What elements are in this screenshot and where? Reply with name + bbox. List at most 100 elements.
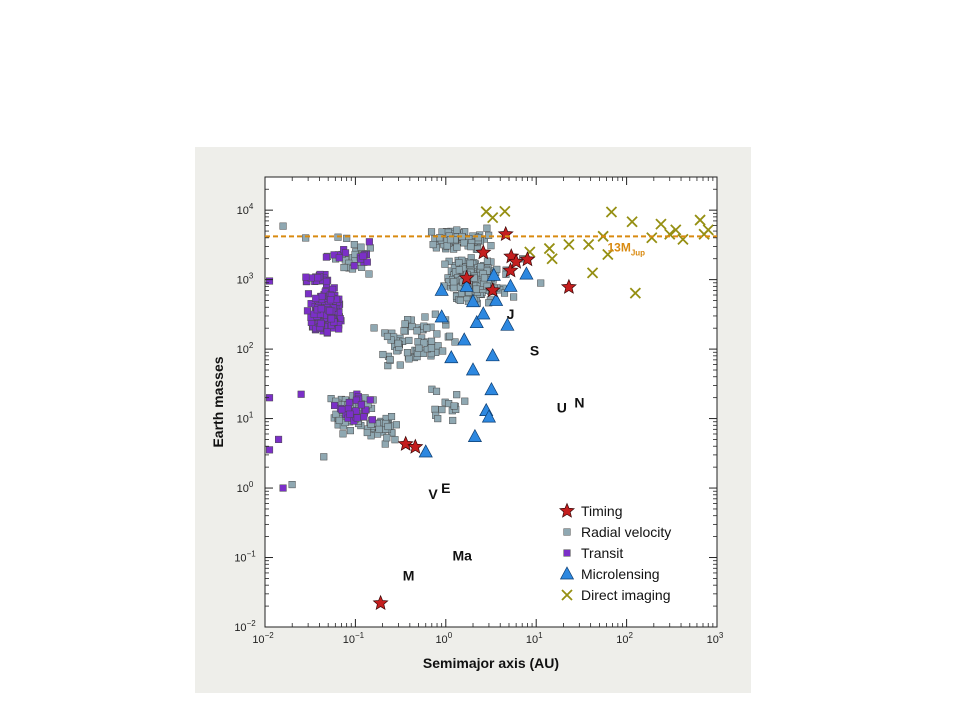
- radial-velocity-point: [335, 416, 343, 425]
- x-tick-label: 101: [526, 631, 543, 646]
- radial-velocity-point: [429, 241, 437, 249]
- radial-velocity-point: [279, 222, 287, 230]
- y-tick-label: 10−1: [234, 550, 256, 565]
- transit-point: [350, 262, 358, 270]
- radial-velocity-point: [432, 387, 441, 395]
- microlensing-point: [476, 306, 491, 320]
- transit-point: [345, 398, 353, 407]
- radial-velocity-point: [449, 416, 457, 425]
- radial-velocity-point: [456, 296, 464, 304]
- legend-label: Transit: [581, 545, 623, 561]
- transit-point: [363, 258, 371, 266]
- direct-imaging-point: [487, 212, 499, 224]
- radial-velocity-point: [383, 434, 391, 442]
- microlensing-point: [457, 332, 472, 346]
- transit-point: [265, 277, 274, 285]
- timing-point: [508, 253, 525, 269]
- planet-label-v: V: [428, 486, 438, 502]
- radial-velocity-point: [365, 270, 373, 278]
- radial-velocity-point: [343, 234, 351, 242]
- radial-velocity-point: [405, 336, 413, 345]
- direct-imaging-point: [655, 218, 667, 230]
- radial-velocity-point: [408, 322, 416, 331]
- direct-imaging-point: [629, 287, 641, 299]
- radial-velocity-point: [339, 430, 347, 438]
- direct-imaging-point: [646, 232, 658, 244]
- transit-point: [312, 294, 320, 302]
- legend-marker: [563, 549, 571, 557]
- microlensing-point: [484, 382, 499, 396]
- radial-velocity-point: [483, 257, 491, 265]
- radial-velocity-point: [384, 422, 392, 431]
- x-tick-label: 102: [616, 631, 633, 646]
- radial-velocity-point: [405, 355, 413, 363]
- radial-velocity-point: [431, 310, 439, 318]
- radial-velocity-point: [375, 425, 383, 433]
- y-axis-title: Earth masses: [210, 356, 226, 447]
- radial-velocity-point: [357, 243, 365, 251]
- radial-velocity-point: [320, 453, 328, 461]
- transit-point: [265, 446, 274, 454]
- timing-point: [502, 262, 519, 278]
- radial-velocity-point: [427, 228, 436, 236]
- transit-point: [342, 249, 350, 257]
- radial-velocity-point: [537, 279, 545, 287]
- legend-marker: [559, 566, 575, 580]
- planet-label-u: U: [557, 399, 567, 415]
- timing-point: [519, 251, 536, 267]
- transit-point: [302, 273, 310, 281]
- radial-velocity-point: [381, 440, 389, 448]
- radial-velocity-point: [439, 347, 447, 355]
- direct-imaging-point: [677, 233, 689, 245]
- radial-velocity-point: [302, 234, 310, 242]
- direct-imaging-point: [664, 228, 676, 240]
- radial-velocity-point: [427, 337, 436, 345]
- radial-velocity-point: [383, 332, 391, 341]
- radial-velocity-point: [433, 330, 441, 338]
- planet-label-e: E: [441, 480, 450, 496]
- direct-imaging-point: [499, 205, 511, 218]
- radial-velocity-point: [455, 259, 463, 267]
- radial-velocity-point: [394, 339, 402, 347]
- microlensing-point: [486, 267, 501, 281]
- direct-imaging-point: [605, 206, 618, 218]
- legend-marker: [561, 589, 573, 601]
- points-layer: [265, 205, 714, 611]
- planet-label-n: N: [574, 394, 584, 410]
- radial-velocity-point: [415, 344, 423, 352]
- direct-imaging-point: [670, 224, 682, 236]
- radial-velocity-point: [450, 402, 458, 410]
- radial-velocity-point: [420, 339, 428, 347]
- transit-point: [323, 277, 331, 286]
- transit-point: [275, 435, 283, 443]
- direct-imaging-point: [586, 267, 599, 279]
- transit-point: [346, 410, 354, 418]
- transit-point: [335, 254, 343, 262]
- transit-point: [362, 406, 370, 414]
- microlensing-point: [434, 309, 449, 323]
- microlensing-point: [418, 444, 433, 458]
- direct-imaging-point: [582, 238, 595, 251]
- direct-imaging-point: [626, 216, 638, 228]
- planet-label-ma: Ma: [453, 547, 473, 563]
- radial-velocity-point: [487, 242, 495, 250]
- radial-velocity-point: [483, 224, 491, 232]
- reference-line-label-sub: Jup: [631, 248, 645, 257]
- radial-velocity-point: [401, 320, 409, 328]
- series-transit: [265, 238, 376, 492]
- transit-point: [366, 396, 374, 404]
- radial-velocity-point: [350, 240, 358, 249]
- y-tick-label: 100: [237, 480, 254, 495]
- microlensing-point: [481, 409, 497, 423]
- transit-point: [335, 325, 343, 333]
- direct-imaging-point: [602, 248, 614, 261]
- legend-label: Radial velocity: [581, 524, 671, 540]
- direct-imaging-point: [543, 242, 556, 255]
- legend-label: Direct imaging: [581, 587, 670, 603]
- direct-imaging-point: [694, 214, 706, 226]
- transit-point: [323, 328, 331, 336]
- y-tick-label: 102: [237, 341, 254, 356]
- radial-velocity-point: [423, 324, 431, 332]
- microlensing-point: [465, 294, 481, 308]
